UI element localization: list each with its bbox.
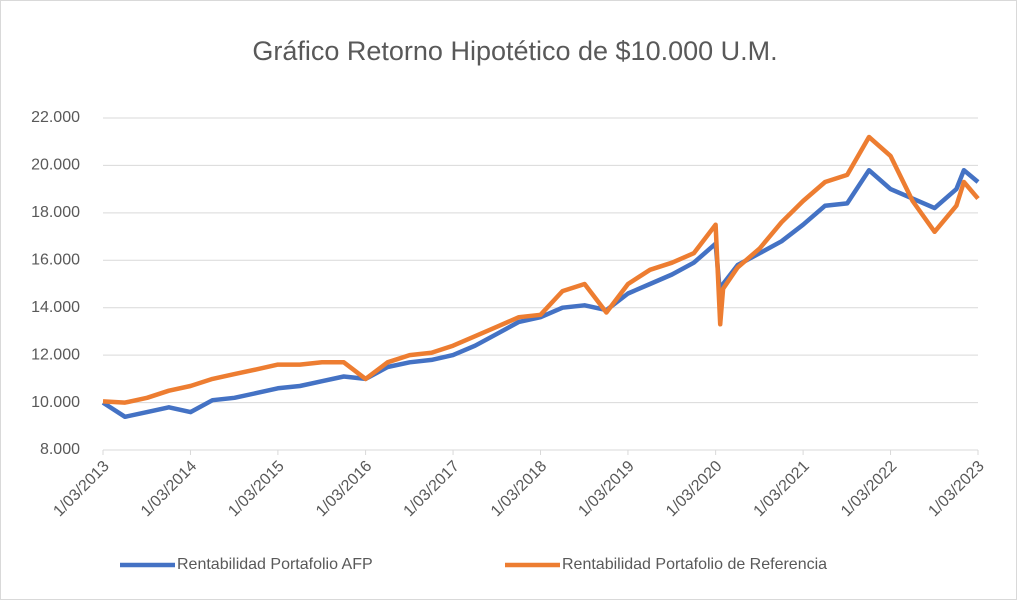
y-tick-label: 8.000	[40, 441, 80, 458]
legend-label: Rentabilidad Portafolio AFP	[177, 556, 373, 573]
y-tick-label: 20.000	[31, 157, 80, 174]
series-line	[101, 167, 980, 420]
series-line	[102, 134, 980, 405]
y-tick-label: 12.000	[31, 346, 80, 363]
y-tick-label: 22.000	[31, 109, 80, 126]
y-tick-label: 10.000	[31, 394, 80, 411]
y-tick-label: 18.000	[31, 204, 80, 221]
chart-title: Gráfico Retorno Hipotético de $10.000 U.…	[252, 36, 777, 66]
y-tick-label: 14.000	[31, 299, 80, 316]
legend-label: Rentabilidad Portafolio de Referencia	[562, 556, 827, 573]
y-tick-label: 16.000	[31, 252, 80, 269]
